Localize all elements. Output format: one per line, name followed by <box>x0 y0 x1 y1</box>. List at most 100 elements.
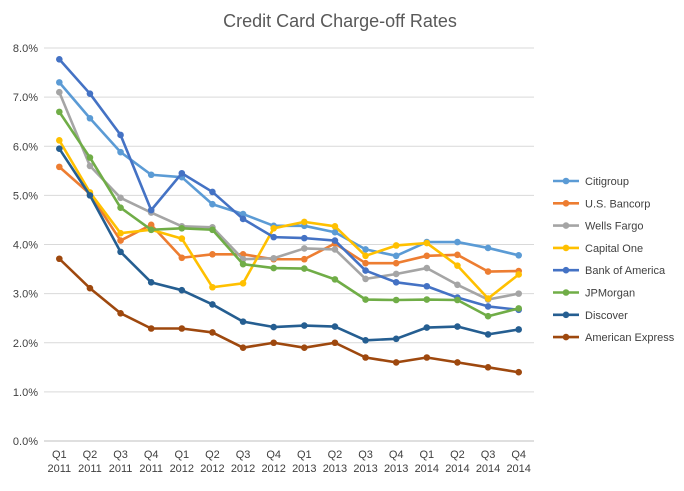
data-point <box>301 235 308 242</box>
data-point <box>240 344 247 351</box>
legend-label: JPMorgan <box>585 288 635 300</box>
data-point <box>179 325 186 332</box>
y-tick-label: 3.0% <box>13 289 38 301</box>
data-point <box>485 303 492 310</box>
legend-label: Discover <box>585 310 628 322</box>
data-point <box>179 254 186 261</box>
data-point <box>270 255 277 262</box>
data-point <box>270 234 277 241</box>
data-point <box>424 354 431 361</box>
data-point <box>454 239 461 246</box>
legend-label: American Express <box>585 332 675 344</box>
data-point <box>424 240 431 247</box>
x-tick-label: Q2 2011 <box>78 449 102 475</box>
data-point <box>332 237 339 244</box>
data-point <box>485 313 492 320</box>
data-point <box>362 276 369 283</box>
data-point <box>515 326 522 333</box>
data-point <box>56 56 63 63</box>
data-point <box>209 201 216 208</box>
legend-marker <box>563 334 570 341</box>
x-tick-label: Q3 2014 <box>476 449 500 475</box>
data-point <box>240 261 247 268</box>
data-point <box>301 265 308 272</box>
data-point <box>117 310 124 317</box>
legend-marker <box>563 312 570 319</box>
data-point <box>209 189 216 196</box>
series-line <box>59 167 518 272</box>
data-point <box>56 89 63 96</box>
data-point <box>515 305 522 312</box>
legend-marker <box>563 289 570 296</box>
data-point <box>87 285 94 292</box>
y-tick-label: 4.0% <box>13 240 38 252</box>
data-point <box>332 276 339 283</box>
data-point <box>209 301 216 308</box>
legend-marker <box>563 178 570 185</box>
data-point <box>362 354 369 361</box>
data-point <box>56 255 63 262</box>
series-line <box>59 82 518 255</box>
data-point <box>179 287 186 294</box>
data-point <box>393 260 400 267</box>
data-point <box>424 324 431 331</box>
data-point <box>148 325 155 332</box>
data-point <box>362 337 369 344</box>
data-point <box>179 225 186 232</box>
x-tick-label: Q2 2013 <box>323 449 347 475</box>
data-point <box>301 219 308 226</box>
y-tick-label: 7.0% <box>13 92 38 104</box>
x-tick-label: Q1 2014 <box>415 449 439 475</box>
data-point <box>485 268 492 275</box>
data-point <box>117 204 124 211</box>
data-point <box>332 246 339 253</box>
data-point <box>454 297 461 304</box>
data-point <box>117 237 124 244</box>
x-tick-label: Q1 2011 <box>47 449 71 475</box>
data-point <box>454 323 461 330</box>
data-point <box>515 290 522 297</box>
data-point <box>424 252 431 259</box>
legend-entry: Citigroup <box>553 176 629 188</box>
series-jpmorgan <box>56 109 522 320</box>
data-point <box>424 283 431 290</box>
data-point <box>56 164 63 171</box>
data-point <box>148 279 155 286</box>
legend-entry: Capital One <box>553 243 643 255</box>
series-line <box>59 140 518 298</box>
y-tick-label: 1.0% <box>13 387 38 399</box>
data-point <box>301 256 308 263</box>
data-point <box>393 252 400 259</box>
legend-label: U.S. Bancorp <box>585 198 650 210</box>
legend-label: Bank of America <box>585 265 666 277</box>
data-point <box>209 284 216 291</box>
data-point <box>56 79 63 86</box>
y-tick-label: 5.0% <box>13 190 38 202</box>
data-point <box>332 339 339 346</box>
chart-title: Credit Card Charge-off Rates <box>223 11 457 31</box>
data-point <box>240 318 247 325</box>
x-tick-label: Q1 2013 <box>292 449 316 475</box>
data-point <box>56 137 63 144</box>
legend-marker <box>563 200 570 207</box>
legend-entry: Discover <box>553 310 628 322</box>
legend-entry: Wells Fargo <box>553 221 643 233</box>
data-point <box>270 265 277 272</box>
data-point <box>454 281 461 288</box>
data-point <box>424 296 431 303</box>
data-point <box>485 364 492 371</box>
x-tick-label: Q1 2012 <box>170 449 194 475</box>
data-point <box>362 246 369 253</box>
data-point <box>332 223 339 230</box>
data-point <box>240 280 247 287</box>
data-point <box>393 359 400 366</box>
legend-label: Citigroup <box>585 176 629 188</box>
data-point <box>270 324 277 331</box>
data-point <box>117 149 124 156</box>
data-point <box>454 359 461 366</box>
legend-label: Wells Fargo <box>585 221 643 233</box>
legend-entry: American Express <box>553 332 675 344</box>
data-point <box>87 90 94 97</box>
